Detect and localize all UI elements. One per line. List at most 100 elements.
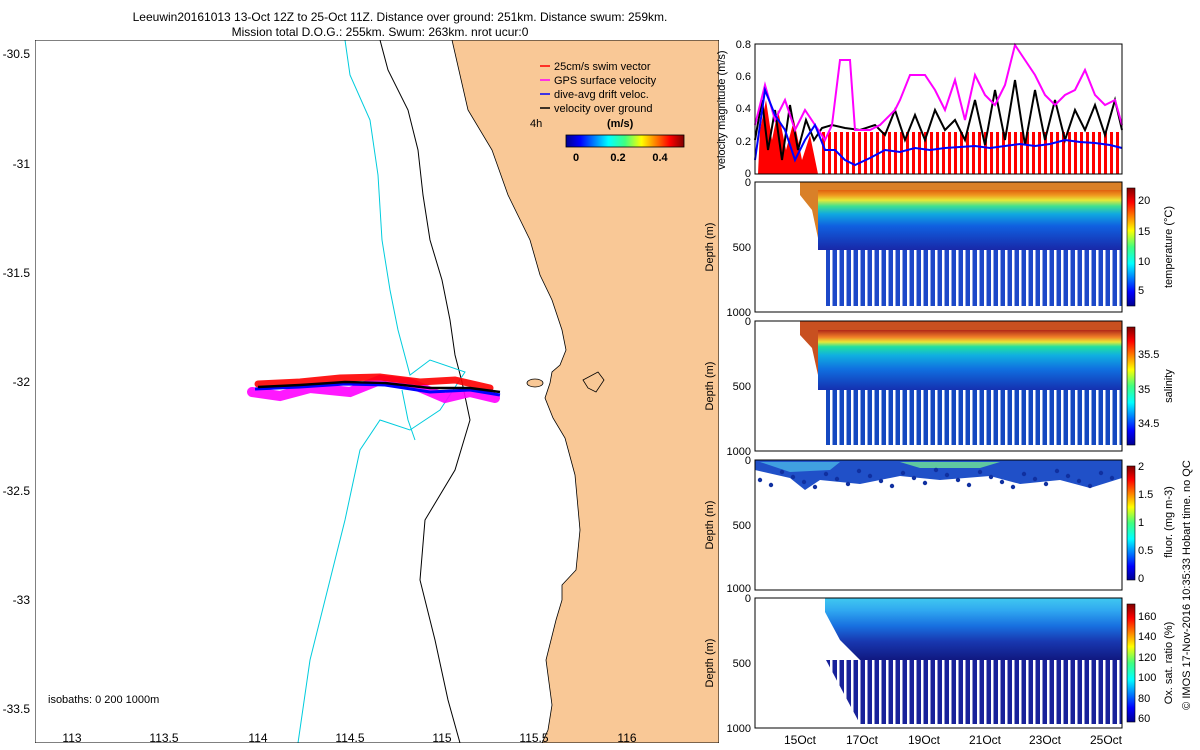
swim-bar: [1056, 132, 1059, 174]
isobath-1000m: [297, 40, 466, 743]
swim-bar: [882, 132, 885, 174]
depth-tick: 1000: [727, 583, 751, 595]
swim-bar: [1080, 132, 1083, 174]
swim-bar: [972, 132, 975, 174]
fluor-point: [790, 474, 796, 480]
cast-gap: [1103, 250, 1106, 312]
swim-bar: [822, 132, 825, 174]
cbar-tick: 2: [1138, 461, 1144, 473]
velocity-ylabel: velocity magnitude (m/s): [716, 50, 728, 169]
swim-bar: [840, 132, 843, 174]
cast-gap: [872, 660, 875, 728]
cast-gap: [1019, 660, 1022, 728]
cast-gap: [1047, 660, 1050, 728]
cast-gap: [872, 390, 875, 451]
date-tick: 19Oct: [908, 733, 941, 747]
legend-gps: GPS surface velocity: [554, 75, 657, 87]
cast-gap: [977, 390, 980, 451]
coastal-island: [582, 371, 605, 393]
cast-gap: [1061, 250, 1064, 312]
fluor-point: [1065, 473, 1071, 479]
swim-bar: [1038, 132, 1041, 174]
cast-gap: [1040, 250, 1043, 312]
cast-gap: [865, 390, 868, 451]
depth-tick: 500: [733, 242, 751, 254]
depth-tick: 1000: [727, 723, 751, 735]
temp-cast-columns: [830, 250, 1120, 312]
cast-gap: [865, 250, 868, 312]
fluor-point: [933, 467, 939, 473]
swim-bar: [846, 132, 849, 174]
temp-deep-layer: [826, 250, 1122, 306]
cast-gap: [1068, 660, 1071, 728]
cast-gap: [1005, 390, 1008, 451]
isobath-1000m-canyon: [401, 389, 416, 441]
sal-halocline: [818, 330, 1122, 390]
swim-fill: [758, 100, 818, 174]
fluor-point: [856, 468, 862, 474]
lon-tick: 115.5: [519, 731, 548, 745]
cast-gap: [858, 250, 861, 312]
cast-gap: [851, 390, 854, 451]
cast-gap: [1117, 250, 1120, 312]
cast-gap: [1054, 250, 1057, 312]
ox-deep-layer: [826, 660, 1122, 724]
vel-ytick: 0.4: [736, 103, 751, 115]
cast-gap: [844, 390, 847, 451]
map-legend: 25cm/s swim vector GPS surface velocity …: [530, 61, 685, 164]
legend-time-label: 4h: [530, 118, 542, 130]
speed-colorbar: [565, 134, 685, 148]
date-tick: 15Oct: [784, 733, 817, 747]
legend-drift: dive-avg drift veloc.: [554, 89, 649, 101]
cast-gap: [886, 250, 889, 312]
fluor-point: [878, 478, 884, 484]
fluor-point: [801, 479, 807, 485]
temp-thermocline: [818, 190, 1122, 250]
fluor-point: [1010, 484, 1016, 490]
colorbar-ticks: 20 15 10 5 35.5 35 34.5 2 1.5 1 0.5 0 16…: [1138, 195, 1159, 725]
cbar-tick: 5: [1138, 285, 1144, 297]
vel-ytick: 0.6: [736, 71, 751, 83]
cbar-tick: 100: [1138, 672, 1156, 684]
lat-tick: -32: [13, 375, 31, 389]
cast-gap: [844, 250, 847, 312]
swim-bar: [1116, 132, 1119, 174]
swim-bar: [1014, 132, 1017, 174]
cast-gap: [977, 660, 980, 728]
fluor-point: [779, 469, 785, 475]
isobath-200m: [379, 40, 471, 743]
cast-gap: [1033, 660, 1036, 728]
cast-gap: [830, 660, 833, 728]
depth-ylabel: Depth (m): [704, 639, 716, 688]
fluor-point: [1021, 471, 1027, 477]
lon-tick: 114.5: [335, 731, 364, 745]
cast-gap: [991, 250, 994, 312]
lat-tick: -33: [13, 593, 31, 607]
cast-gap: [879, 250, 882, 312]
swim-bar: [948, 132, 951, 174]
cast-gap: [928, 660, 931, 728]
fluor-point: [757, 477, 763, 483]
depth-tick: 0: [745, 593, 751, 605]
cast-gap: [886, 390, 889, 451]
cast-gap: [1054, 660, 1057, 728]
cast-gap: [956, 660, 959, 728]
fluor-point: [1087, 483, 1093, 489]
cast-gap: [1075, 660, 1078, 728]
fluor-point: [911, 475, 917, 481]
cast-gap: [1040, 390, 1043, 451]
over-ground-line: [754, 79, 1123, 161]
cast-gap: [1061, 390, 1064, 451]
map-panel: -30.5 -31 -31.5 -32 -32.5 -33 -33.5 113 …: [3, 40, 719, 745]
lat-tick: -31: [13, 157, 31, 171]
cast-gap: [1082, 660, 1085, 728]
depth-ylabels: Depth (m) Depth (m) Depth (m) Depth (m): [704, 223, 716, 688]
fluor-point: [834, 476, 840, 482]
lat-tick: -33.5: [3, 702, 31, 716]
cast-gap: [984, 250, 987, 312]
swim-bar: [912, 132, 915, 174]
legend-over-ground: velocity over ground: [554, 103, 652, 115]
fluor-point: [999, 479, 1005, 485]
cbar-label-oxygen: Ox. sat. ratio (%): [1163, 622, 1175, 705]
